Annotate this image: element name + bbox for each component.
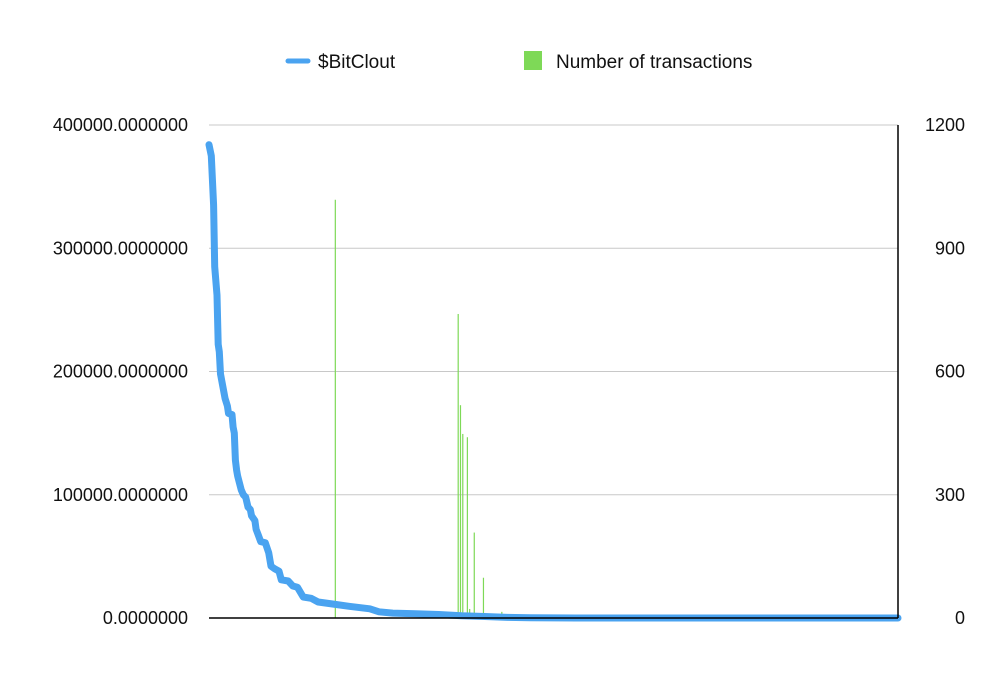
bitclout-line: [209, 145, 898, 618]
transactions-bar: [462, 434, 463, 618]
legend: $BitClout Number of transactions: [288, 51, 752, 73]
gridlines: [209, 125, 898, 495]
transactions-bar: [460, 405, 461, 618]
y-tick-left: 100000.0000000: [53, 485, 188, 505]
transactions-bar: [483, 578, 484, 618]
y-tick-left: 0.0000000: [103, 608, 188, 628]
legend-label-transactions: Number of transactions: [556, 52, 752, 73]
bitclout-line-layer: [209, 145, 898, 618]
y-tick-right: 1200: [925, 115, 965, 135]
y-tick-right: 0: [955, 608, 965, 628]
y-tick-right: 300: [935, 485, 965, 505]
y-tick-left: 400000.0000000: [53, 115, 188, 135]
transactions-bars: [335, 200, 750, 618]
y-tick-right: 900: [935, 238, 965, 258]
y-axis-right-ticks: 0 300 600 900 1200: [925, 115, 965, 628]
transactions-bar: [467, 437, 468, 618]
y-tick-right: 600: [935, 362, 965, 382]
legend-swatch-transactions: [524, 51, 542, 70]
y-tick-left: 200000.0000000: [53, 362, 188, 382]
transactions-bar: [474, 533, 475, 618]
transactions-bar: [458, 314, 459, 618]
legend-label-bitclout: $BitClout: [318, 52, 396, 73]
transactions-bar: [335, 200, 336, 618]
y-axis-left-ticks: 0.0000000 100000.0000000 200000.0000000 300…: [53, 115, 188, 628]
y-tick-left: 300000.0000000: [53, 238, 188, 258]
